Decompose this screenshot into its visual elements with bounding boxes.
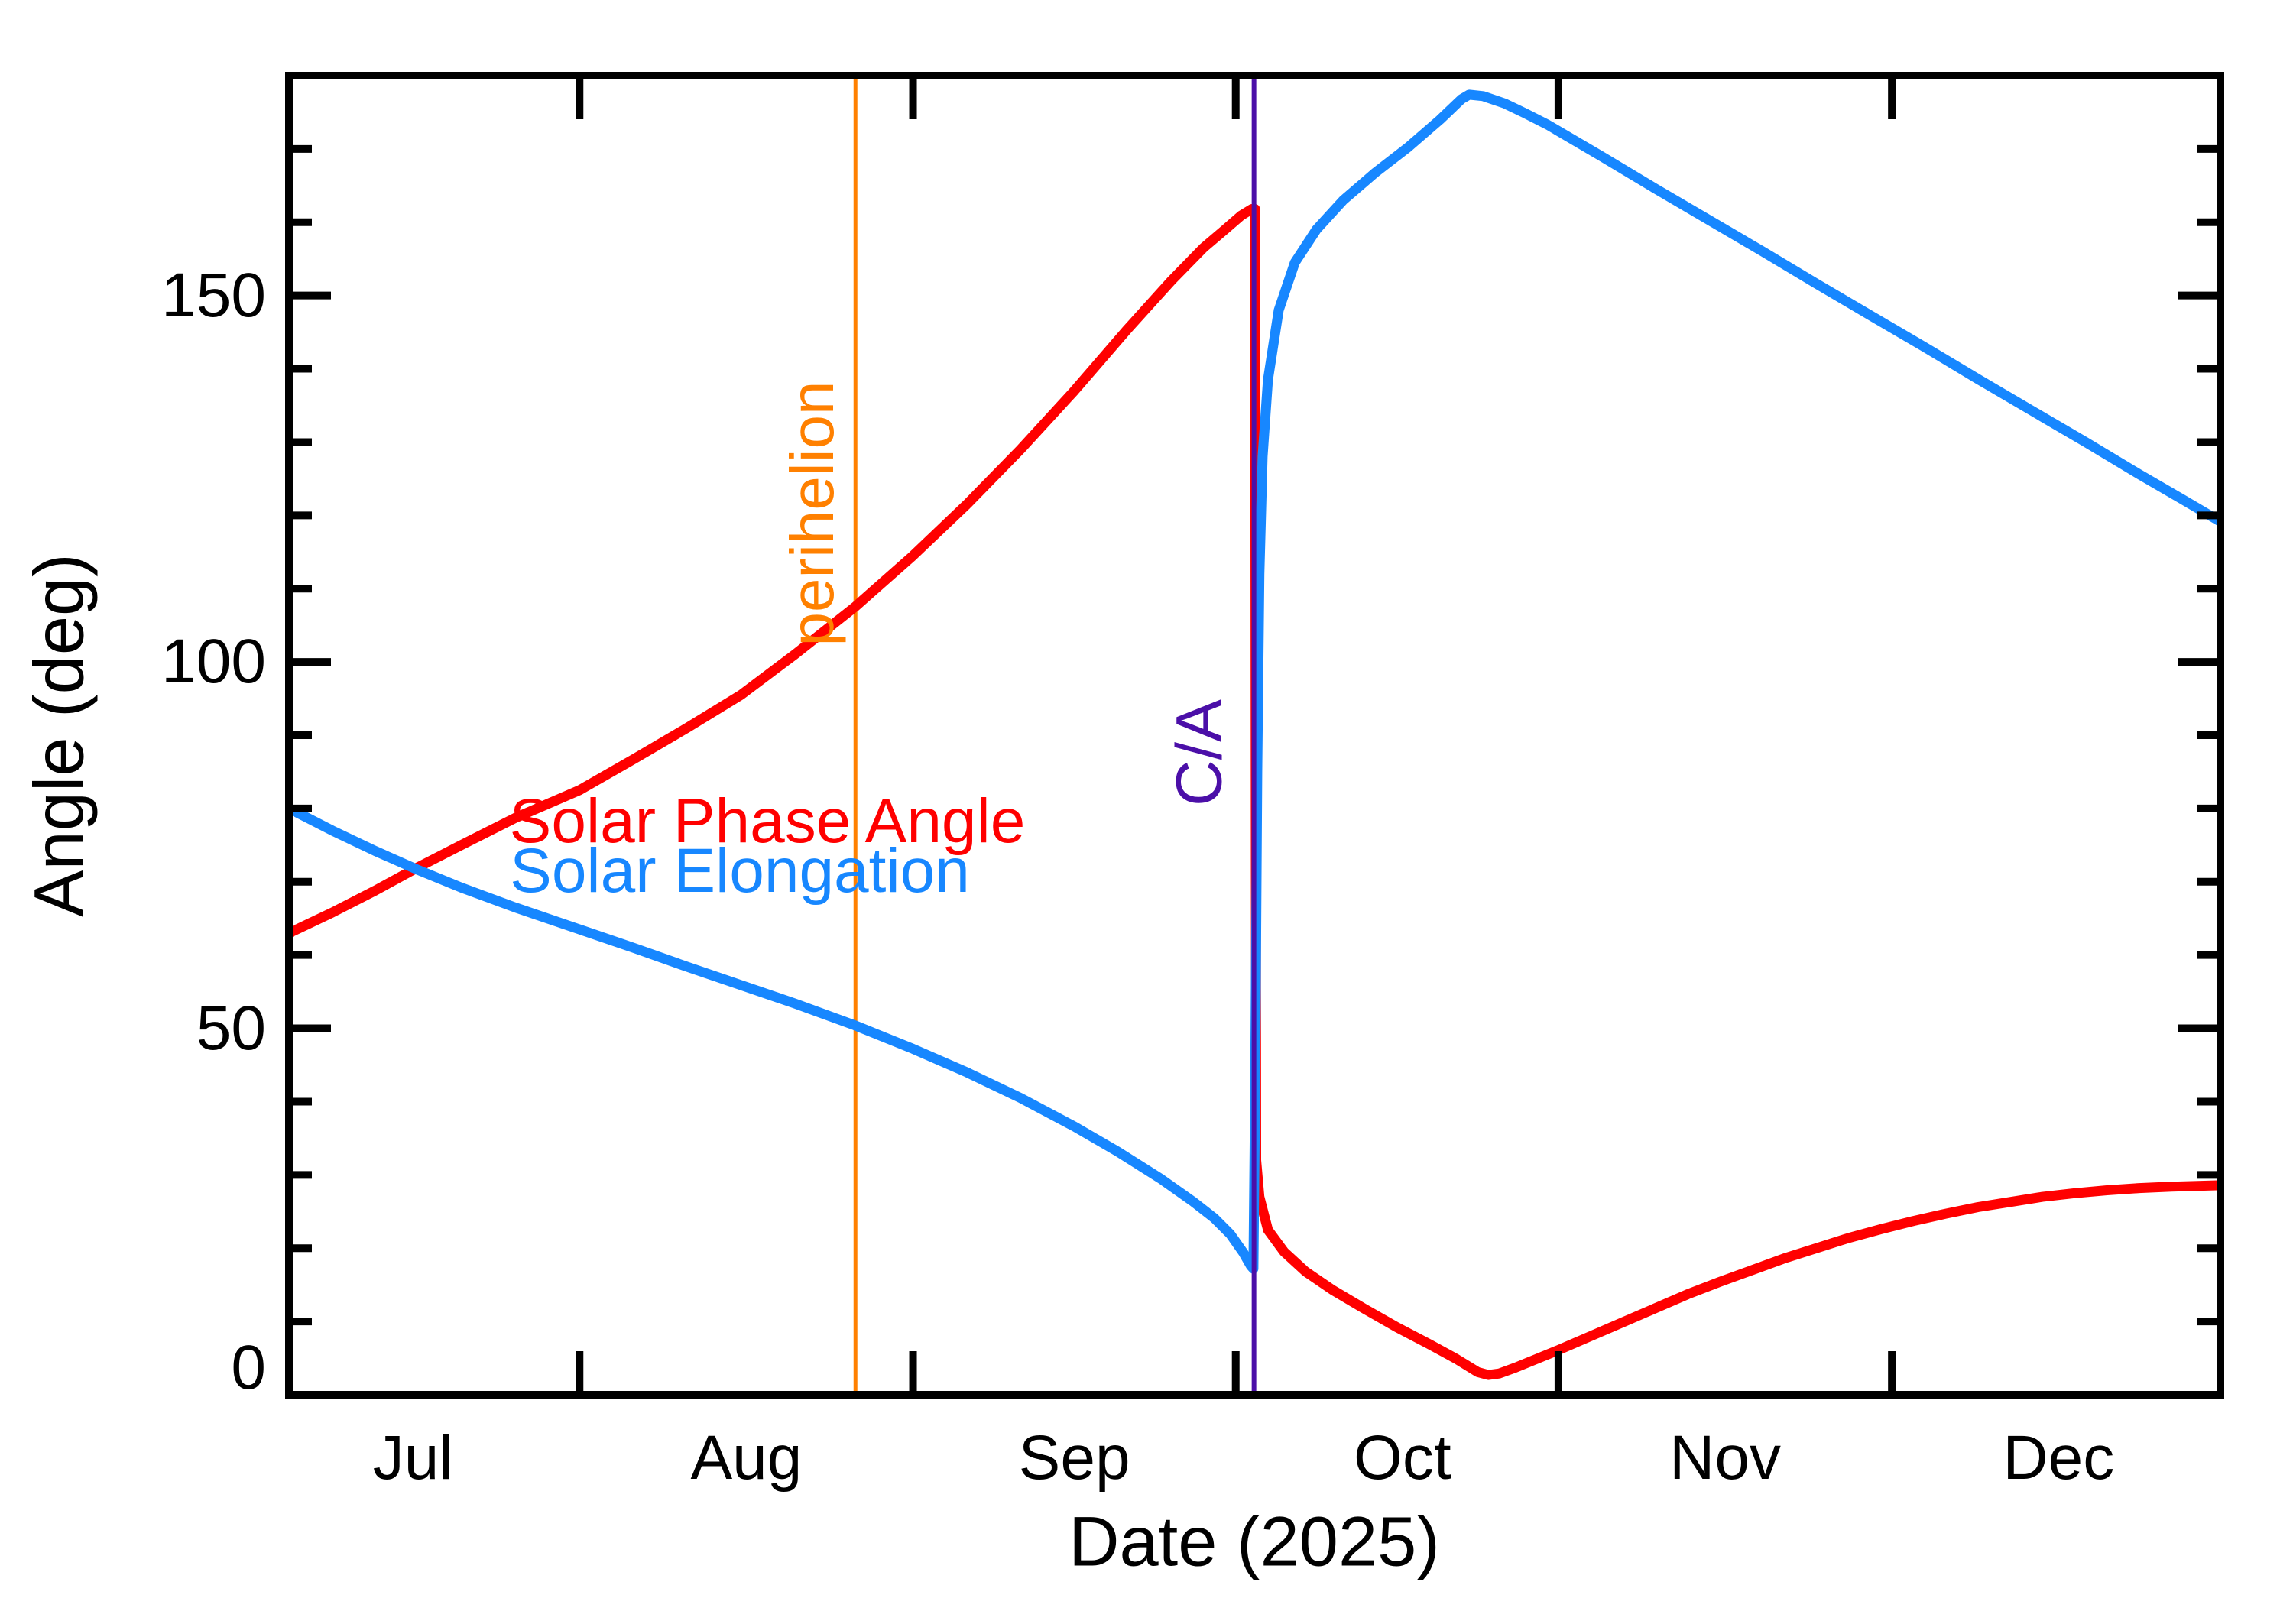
solar-elongation-curve xyxy=(289,89,2220,1274)
y-ticks xyxy=(289,144,2220,1326)
x-axis-title: Date (2025) xyxy=(1069,1502,1440,1581)
x-tick-label-nov: Nov xyxy=(1669,1423,1781,1493)
y-tick-label-0: 0 xyxy=(231,1333,266,1402)
close-approach-annotation-label: C/A xyxy=(1163,699,1235,807)
y-tick-label-100: 100 xyxy=(161,627,266,697)
y-tick-label-150: 150 xyxy=(161,260,266,330)
y-axis-title: Angle (deg) xyxy=(20,553,99,917)
x-tick-label-jul: Jul xyxy=(372,1423,453,1493)
solar-phase-angle-curve xyxy=(289,204,2220,1380)
series-label-solar-elongation: Solar Elongation xyxy=(510,836,970,906)
x-tick-label-aug: Aug xyxy=(690,1423,803,1493)
x-tick-label-oct: Oct xyxy=(1354,1423,1451,1493)
x-ticks xyxy=(576,76,1896,1395)
y-tick-label-50: 50 xyxy=(196,993,266,1063)
series-label-solar-phase-angle: Solar Phase Angle xyxy=(509,786,1026,856)
x-tick-label-sep: Sep xyxy=(1018,1423,1130,1493)
perihelion-annotation-label: perihelion xyxy=(778,381,846,647)
x-tick-label-dec: Dec xyxy=(2003,1423,2115,1493)
